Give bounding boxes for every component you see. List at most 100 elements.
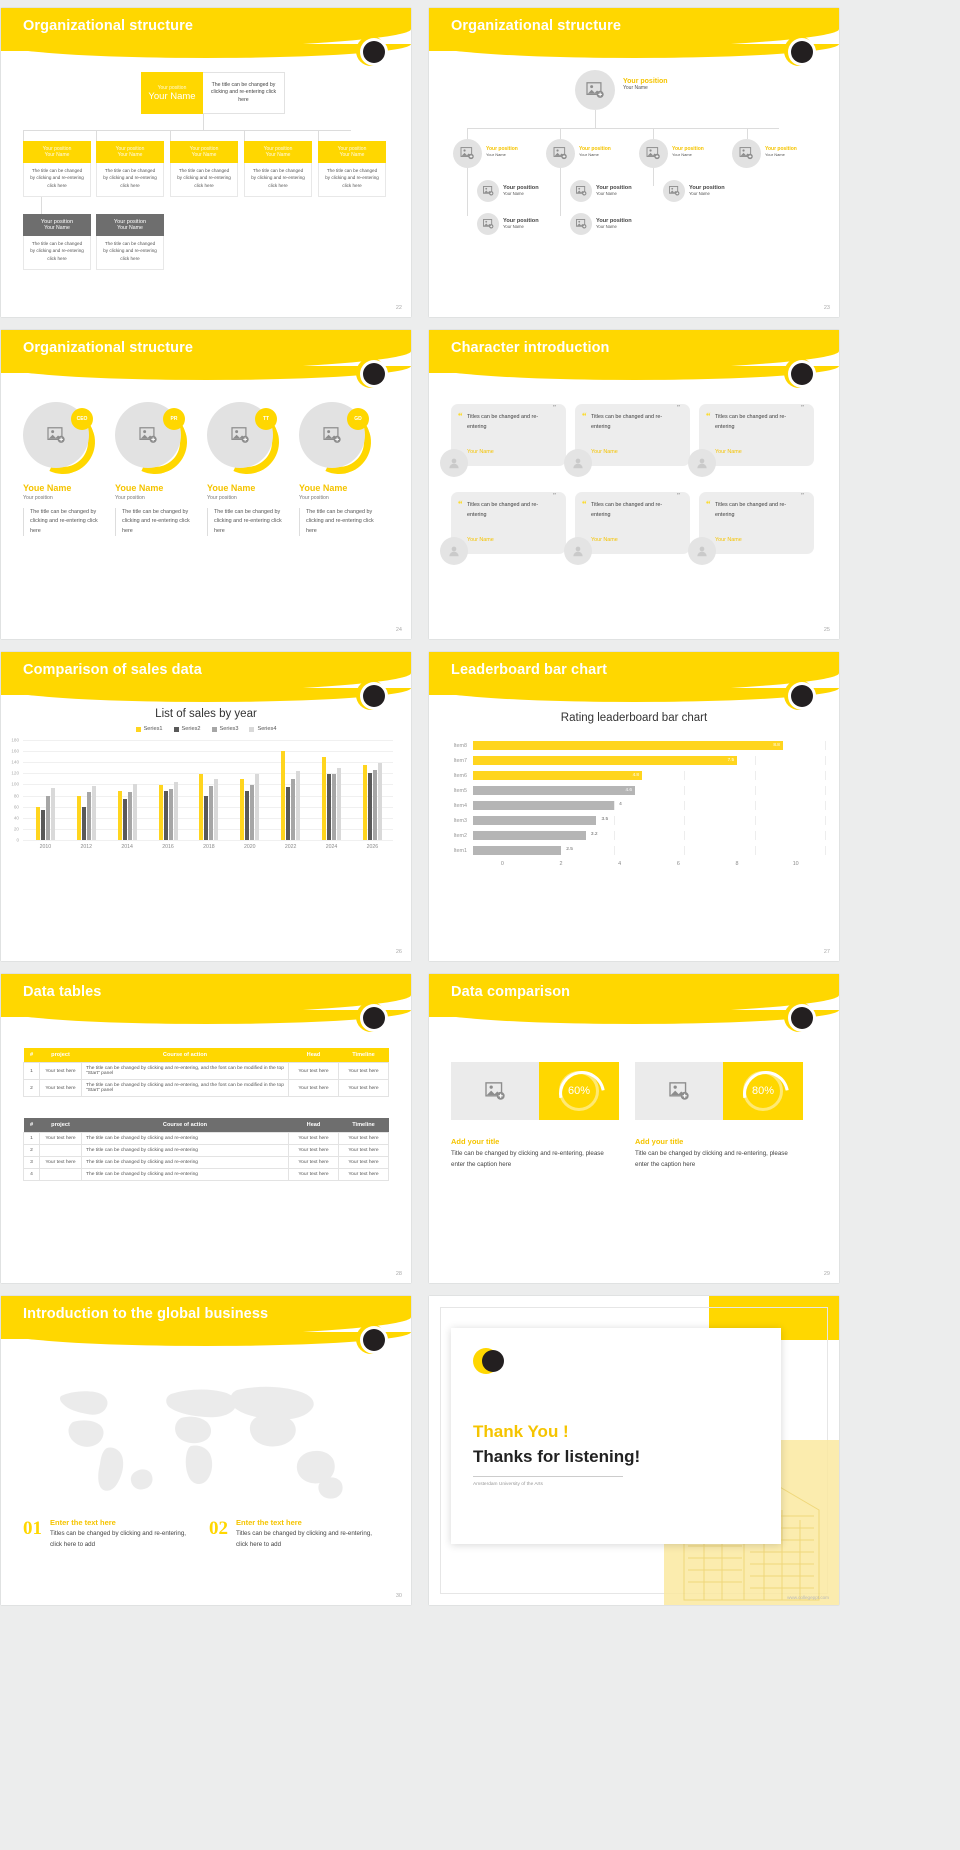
- photo-placeholder-icon[interactable]: [546, 139, 575, 168]
- org-root-node[interactable]: Your position Your Name: [623, 78, 668, 91]
- photo-placeholder-icon[interactable]: [635, 1062, 723, 1120]
- photo-placeholder-icon[interactable]: [570, 180, 592, 202]
- global-item[interactable]: 02 Enter the text here Titles can be cha…: [209, 1518, 379, 1551]
- comparison-visual[interactable]: 80%: [635, 1062, 803, 1120]
- org-node[interactable]: Your position Your Name: [486, 146, 518, 157]
- photo-placeholder-icon[interactable]: [453, 139, 482, 168]
- org-node[interactable]: Your position Your Name: [579, 146, 611, 157]
- org-node[interactable]: Your position Your Name The title can be …: [318, 141, 386, 197]
- org-node[interactable]: Your position Your Name The title can be …: [244, 141, 312, 197]
- profile-card[interactable]: CEO Youe Name Your position The title ca…: [21, 400, 109, 537]
- bar-value-label: 2.5: [566, 847, 573, 852]
- org-node[interactable]: Your position Your Name The title can be …: [23, 141, 91, 197]
- profile-card[interactable]: PR Youe Name Your position The title can…: [113, 400, 201, 537]
- decorative-dot: [356, 358, 388, 388]
- chart-title: List of sales by year: [155, 708, 257, 720]
- photo-placeholder-icon[interactable]: [477, 180, 499, 202]
- slide-org-3[interactable]: Organizational structure CEO Youe Name Y…: [1, 330, 411, 639]
- org-node-name: Your Name: [486, 152, 506, 157]
- table-cell: Your text here: [39, 1079, 82, 1097]
- photo-placeholder-icon[interactable]: [663, 180, 685, 202]
- org-node[interactable]: Your position Your Name: [765, 146, 797, 157]
- org-node[interactable]: Your position Your Name: [596, 218, 632, 229]
- avatar-icon: [688, 537, 716, 565]
- table-cell: 1: [23, 1062, 40, 1080]
- profile-card[interactable]: GD Youe Name Your position The title can…: [297, 400, 385, 537]
- photo-placeholder-icon[interactable]: [451, 1062, 539, 1120]
- slide-data-comparison[interactable]: Data comparison 60% 80% Add your title T…: [429, 974, 839, 1283]
- slide-data-tables[interactable]: Data tables # project Course of action Head…: [1, 974, 411, 1283]
- table-row[interactable]: 2 The title can be changed by clicking an…: [23, 1144, 389, 1157]
- gridline: [754, 816, 756, 825]
- photo-placeholder-icon[interactable]: [575, 70, 615, 110]
- org-node-secondary[interactable]: Your position Your Name The title can be …: [23, 214, 91, 270]
- slide-header-bar: [429, 8, 839, 58]
- decorative-dot: [356, 1324, 388, 1354]
- profile-position: Your position: [207, 495, 237, 501]
- table-header-cell: Course of action: [81, 1048, 289, 1063]
- photo-placeholder-icon[interactable]: [639, 139, 668, 168]
- slide-grid: Organizational structure Your position Y…: [0, 0, 960, 1613]
- org-node[interactable]: Your position Your Name: [503, 218, 539, 229]
- testimonial-name: Your Name: [467, 537, 494, 543]
- table-cell: Your text here: [288, 1079, 339, 1097]
- testimonial-card[interactable]: “ ” Titles can be changed and re-enterin…: [440, 404, 566, 477]
- legend-label: Series2: [181, 726, 201, 732]
- slide-sales-comparison[interactable]: Comparison of sales data List of sales b…: [1, 652, 411, 961]
- global-item[interactable]: 01 Enter the text here Titles can be cha…: [23, 1518, 193, 1551]
- testimonial-card[interactable]: “ ” Titles can be changed and re-enterin…: [688, 492, 814, 565]
- org-node[interactable]: Your position Your Name: [689, 185, 725, 196]
- table-row[interactable]: 3 Your text here The title can be changed …: [23, 1156, 389, 1169]
- testimonial-card[interactable]: “ ” Titles can be changed and re-enterin…: [440, 492, 566, 565]
- org-node[interactable]: Your position Your Name The title can be …: [96, 141, 164, 197]
- org-node[interactable]: Your position Your Name: [672, 146, 704, 157]
- testimonial-name: Your Name: [467, 449, 494, 455]
- table-cell: Your text here: [288, 1156, 339, 1169]
- slide-global-business[interactable]: Introduction to the global business: [1, 1296, 411, 1605]
- slide-character-introduction[interactable]: Character introduction “ ” Titles can be…: [429, 330, 839, 639]
- gridline: [825, 801, 826, 810]
- chart-bars: [25, 740, 393, 840]
- profile-desc: The title can be changed by clicking and…: [23, 508, 109, 537]
- testimonial-card[interactable]: “ ” Titles can be changed and re-enterin…: [564, 492, 690, 565]
- profile-name: Youe Name: [23, 483, 72, 493]
- connector-line: [96, 130, 97, 141]
- testimonial-card[interactable]: “ ” Titles can be changed and re-enterin…: [564, 404, 690, 477]
- org-node-position: Your position: [596, 185, 632, 191]
- slide-org-2[interactable]: Organizational structure Your position Y…: [429, 8, 839, 317]
- bar: [250, 785, 255, 840]
- bar: [296, 770, 301, 840]
- table-row[interactable]: 4 The title can be changed by clicking an…: [23, 1168, 389, 1181]
- slide-thank-you[interactable]: Thank You ! Thanks for listening! Amster…: [429, 1296, 839, 1605]
- comparison-desc: Title can be changed by clicking and re-…: [635, 1150, 788, 1168]
- org-node-position: Your position: [115, 146, 145, 152]
- org-node-secondary[interactable]: Your position Your Name The title can be …: [96, 214, 164, 270]
- table-cell: 3: [23, 1156, 40, 1169]
- table-row[interactable]: 1 Your text here The title can be changed …: [23, 1062, 389, 1080]
- table-row[interactable]: 1 Your text here The title can be changed …: [23, 1132, 389, 1145]
- bar-track: 8.8: [473, 741, 826, 750]
- comparison-visual[interactable]: 60%: [451, 1062, 619, 1120]
- data-table-secondary[interactable]: # project Course of action Head Timeline 1 Yo…: [23, 1118, 389, 1181]
- slide-org-1[interactable]: Organizational structure Your position Y…: [1, 8, 411, 317]
- profile-card[interactable]: TT Youe Name Your position The title can…: [205, 400, 293, 537]
- gridline: [613, 846, 615, 855]
- photo-placeholder-icon[interactable]: [477, 213, 499, 235]
- testimonial-name: Your Name: [715, 449, 742, 455]
- testimonial-text: Titles can be changed and re-entering: [467, 414, 539, 430]
- org-node[interactable]: Your position Your Name The title can be …: [170, 141, 238, 197]
- photo-placeholder-icon[interactable]: [570, 213, 592, 235]
- table-row[interactable]: 2 Your text here The title can be changed …: [23, 1079, 389, 1097]
- org-root-name: Your Name: [623, 85, 648, 91]
- slide-header-bar: [429, 330, 839, 380]
- testimonial-card[interactable]: “ ” Titles can be changed and re-enterin…: [688, 404, 814, 477]
- photo-placeholder-icon[interactable]: [732, 139, 761, 168]
- slide-leaderboard[interactable]: Leaderboard bar chart Rating leaderboard…: [429, 652, 839, 961]
- comparison-desc: Title can be changed by clicking and re-…: [451, 1150, 604, 1168]
- data-table-primary[interactable]: # project Course of action Head Timeline 1 Yo…: [23, 1048, 389, 1097]
- table-cell: Your text here: [39, 1156, 82, 1169]
- thank-you-secondary: Thanks for listening!: [473, 1447, 641, 1466]
- org-node[interactable]: Your position Your Name: [596, 185, 632, 196]
- org-node[interactable]: Your position Your Name: [503, 185, 539, 196]
- org-root-node[interactable]: Your position Your Name The title can be…: [141, 72, 285, 114]
